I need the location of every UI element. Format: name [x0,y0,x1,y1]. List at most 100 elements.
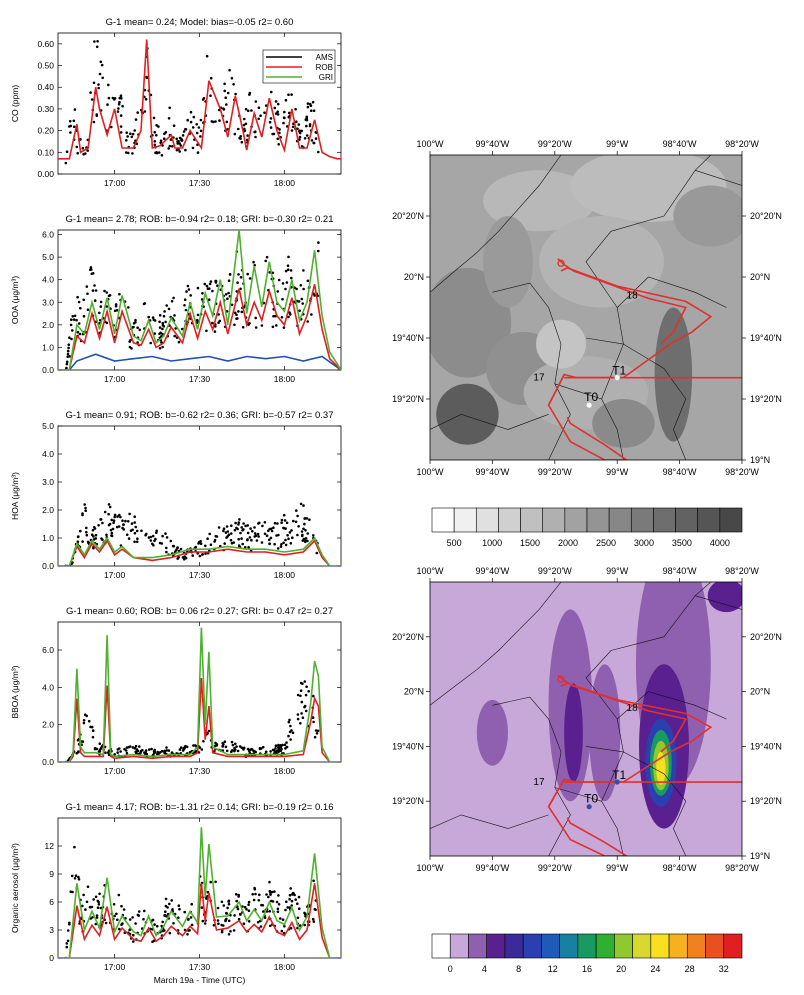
ams-point [84,506,87,510]
ams-point [273,890,276,893]
ams-point [168,931,172,935]
ams-point [163,929,166,932]
ams-point [264,104,268,107]
ams-point [296,916,300,920]
ams-point [282,513,286,517]
ams-point [82,721,86,725]
ams-point [268,542,271,545]
ams-point [243,127,246,131]
ams-point [183,555,186,558]
ams-point [95,114,99,118]
ams-point [290,904,294,907]
ams-point [211,321,214,325]
y-tick-label: 2.0 [42,320,54,330]
map-frame [429,581,743,857]
ams-point [254,326,258,329]
y-tick-label: 0.20 [37,126,54,136]
ams-point [163,310,166,313]
ams-point [147,748,151,751]
ams-point [133,129,136,132]
ams-point [312,141,316,145]
colorbar-label: 0 [448,964,453,974]
ams-point [250,748,254,751]
ams-point [240,140,244,144]
lon-tick-label: 98°20'W [725,863,759,873]
colorbar-label: 2500 [596,538,616,548]
ams-point [121,519,124,522]
ams-point [151,542,154,546]
ams-point [126,520,130,523]
ams-point [116,751,119,754]
ams-point [128,928,131,932]
ams-point [239,137,242,140]
ams-point [289,887,293,890]
x-tick-label: 17:30 [189,178,211,188]
ams-point [288,531,292,534]
ams-point [261,904,265,907]
ams-point [187,918,190,921]
ams-point [158,347,162,350]
ams-point [116,748,120,751]
ams-point [107,96,111,100]
ams-point [163,132,166,136]
ams-point [305,517,309,520]
colorbar-swatch [675,507,699,533]
ams-point [243,905,247,909]
ams-point [119,94,123,97]
ams-point [170,299,174,303]
ams-point [86,308,90,312]
ams-point [156,924,159,928]
terrain-map: T0 T1 17 18 100°W 100°W 99°40'W 99°40'W 99°20'W 9… [392,139,782,477]
ams-point [237,895,240,898]
ams-point [89,266,93,269]
ams-point [286,534,289,537]
ams-point [306,279,310,283]
ams-point [147,315,150,319]
plot-area [58,827,341,958]
ams-point [302,537,306,541]
ams-point [242,922,246,925]
ams-point [143,751,146,754]
ams-point [92,81,96,85]
ams-point [161,332,164,336]
ams-point [132,940,135,943]
ams-point [97,83,100,86]
ams-point [213,744,217,748]
colorbar-swatch [468,933,488,959]
ams-point [197,542,200,545]
ams-point [100,63,104,67]
lat-tick-label: 19°40'N [392,333,424,343]
lat-tick-label: 19°20'N [392,796,424,806]
ams-point [120,904,123,908]
concentration-contour [476,699,508,766]
ams-point [186,118,189,122]
colorbar-label: 4000 [710,538,730,548]
ams-point [233,132,237,136]
ams-point [107,503,111,506]
ams-point [264,259,268,263]
ams-point [133,540,136,544]
y-tick-label: 3 [49,925,54,935]
colorbar-swatch [520,507,544,533]
y-tick-label: 0.00 [37,169,54,179]
ams-point [268,910,272,913]
ams-point [179,144,183,147]
ams-point [203,282,207,286]
y-tick-label: 2.0 [42,505,54,515]
ams-point [276,547,280,550]
ams-point [272,526,275,529]
ams-point [167,749,171,752]
ams-point [103,510,107,514]
ams-point [168,106,171,110]
ams-point [124,151,128,154]
ams-point [155,133,158,137]
ams-point [254,534,258,537]
panel-title: G-1 mean= 2.78; ROB: b=-0.94 r2= 0.18; G… [65,214,333,225]
ams-point [289,738,292,741]
ams-point [300,712,303,715]
ams-point [300,129,304,133]
y-tick-label: 9 [49,869,54,879]
ams-point [242,522,245,525]
state-boundary [430,814,549,829]
ams-point [256,532,260,536]
